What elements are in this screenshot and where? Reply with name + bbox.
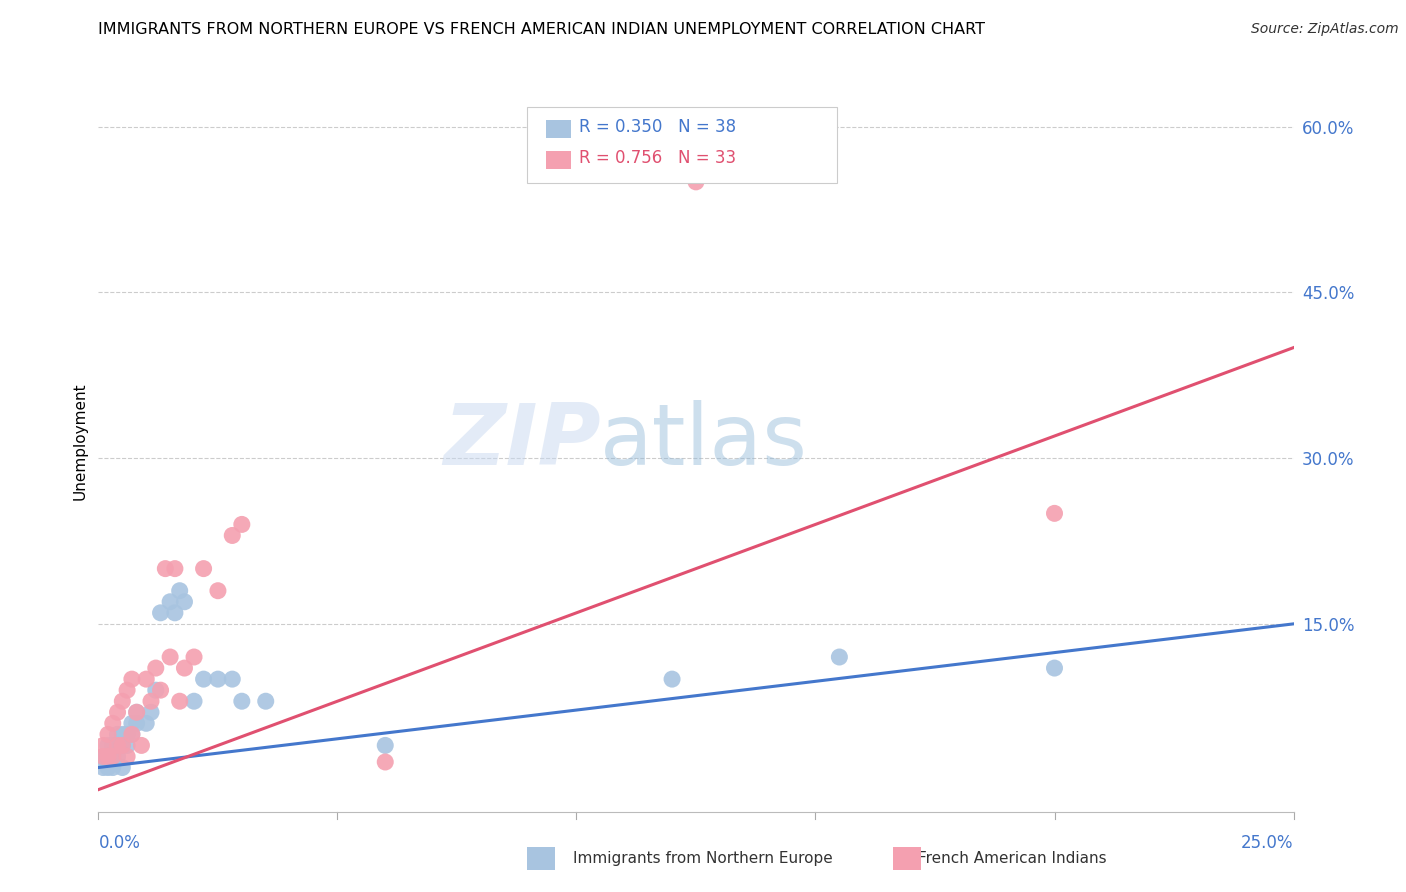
Point xyxy=(221,528,243,542)
Point xyxy=(173,661,195,675)
Point xyxy=(193,561,215,575)
Text: 25.0%: 25.0% xyxy=(1241,834,1294,852)
Point xyxy=(121,716,143,731)
Point xyxy=(169,583,191,598)
Point xyxy=(91,749,114,764)
Point xyxy=(111,739,134,753)
Point xyxy=(231,517,253,532)
Text: Immigrants from Northern Europe: Immigrants from Northern Europe xyxy=(574,851,832,865)
Y-axis label: Unemployment: Unemployment xyxy=(72,383,87,500)
Point xyxy=(374,755,396,769)
Point xyxy=(163,561,186,575)
Point xyxy=(155,561,177,575)
Point xyxy=(374,739,396,753)
Point xyxy=(125,706,148,720)
Point xyxy=(97,739,120,753)
Point xyxy=(97,727,120,741)
Point xyxy=(149,606,172,620)
Point xyxy=(101,749,124,764)
Point xyxy=(135,716,157,731)
Point xyxy=(91,760,114,774)
Point xyxy=(115,727,138,741)
Point xyxy=(107,727,129,741)
Point xyxy=(828,650,851,665)
Point xyxy=(111,727,134,741)
Point xyxy=(101,749,124,764)
Point xyxy=(107,739,129,753)
Text: French American Indians: French American Indians xyxy=(918,851,1107,865)
Point xyxy=(169,694,191,708)
Point xyxy=(107,706,129,720)
Point xyxy=(1043,507,1066,521)
Text: R = 0.350   N = 38: R = 0.350 N = 38 xyxy=(579,118,737,136)
Point xyxy=(115,749,138,764)
Point xyxy=(221,672,243,686)
Point xyxy=(135,672,157,686)
Point xyxy=(107,749,129,764)
Point xyxy=(111,760,134,774)
Point xyxy=(685,175,707,189)
Point xyxy=(97,749,120,764)
Text: 0.0%: 0.0% xyxy=(98,834,141,852)
Text: R = 0.756   N = 33: R = 0.756 N = 33 xyxy=(579,149,737,167)
Point xyxy=(97,760,120,774)
Point xyxy=(149,683,172,698)
Point xyxy=(101,760,124,774)
Point xyxy=(91,739,114,753)
Point xyxy=(125,716,148,731)
Point xyxy=(207,672,229,686)
Point xyxy=(121,727,143,741)
Text: atlas: atlas xyxy=(600,400,808,483)
Point xyxy=(107,739,129,753)
Point xyxy=(121,727,143,741)
Text: Source: ZipAtlas.com: Source: ZipAtlas.com xyxy=(1251,22,1399,37)
Point xyxy=(173,595,195,609)
Point xyxy=(159,650,181,665)
Point xyxy=(193,672,215,686)
Point xyxy=(115,739,138,753)
Point xyxy=(139,694,162,708)
Text: IMMIGRANTS FROM NORTHERN EUROPE VS FRENCH AMERICAN INDIAN UNEMPLOYMENT CORRELATI: IMMIGRANTS FROM NORTHERN EUROPE VS FRENC… xyxy=(98,22,986,37)
Point xyxy=(159,595,181,609)
Point xyxy=(125,706,148,720)
Point xyxy=(163,606,186,620)
Point xyxy=(121,672,143,686)
Point xyxy=(101,739,124,753)
Point xyxy=(91,749,114,764)
Point xyxy=(97,749,120,764)
Point xyxy=(207,583,229,598)
Point xyxy=(145,683,167,698)
Point xyxy=(183,650,205,665)
Point xyxy=(183,694,205,708)
Point xyxy=(111,739,134,753)
Point xyxy=(254,694,277,708)
Point xyxy=(1043,661,1066,675)
Point xyxy=(115,683,138,698)
Point xyxy=(145,661,167,675)
Point xyxy=(139,706,162,720)
Point xyxy=(101,716,124,731)
Point xyxy=(131,739,153,753)
Text: ZIP: ZIP xyxy=(443,400,600,483)
Point xyxy=(111,694,134,708)
Point xyxy=(231,694,253,708)
Point xyxy=(661,672,683,686)
